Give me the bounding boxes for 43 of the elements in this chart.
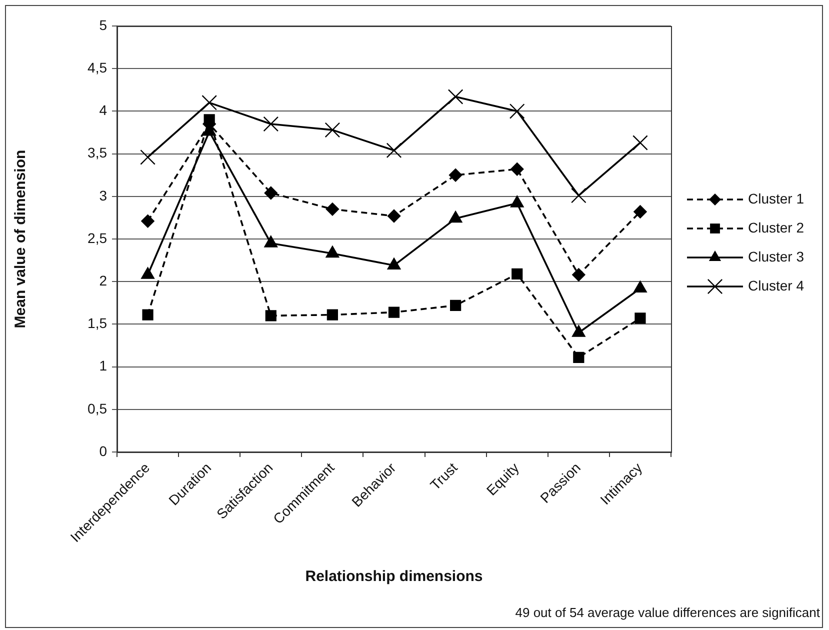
legend-label: Cluster 4 — [748, 277, 804, 294]
point — [632, 135, 648, 150]
legend-label: Cluster 1 — [748, 190, 804, 206]
point — [264, 186, 278, 200]
point — [448, 168, 462, 182]
point — [324, 122, 340, 138]
point — [572, 268, 586, 282]
point — [326, 202, 340, 216]
y-tick-label: 2 — [99, 272, 108, 288]
x-axis-title: Relationship dimensions — [305, 568, 483, 586]
point — [326, 309, 338, 320]
point — [570, 188, 586, 204]
y-tick-label: 2,5 — [88, 230, 108, 246]
point — [386, 142, 402, 158]
point — [512, 268, 523, 280]
y-tick-label: 3,5 — [88, 144, 108, 161]
point — [265, 310, 276, 322]
point — [510, 162, 524, 176]
point — [140, 150, 156, 165]
point — [448, 89, 464, 104]
point — [202, 95, 218, 110]
point — [634, 312, 646, 324]
y-tick-label: 1 — [99, 358, 108, 374]
point — [263, 116, 279, 132]
y-tick-label: 1,5 — [88, 315, 108, 332]
point — [450, 300, 462, 312]
point — [509, 104, 525, 119]
point — [634, 205, 647, 218]
y-tick-label: 4 — [99, 102, 108, 118]
y-tick-label: 0 — [99, 442, 108, 459]
y-tick-label: 5 — [99, 16, 108, 33]
point — [388, 306, 400, 318]
point — [142, 309, 154, 320]
point — [573, 352, 584, 363]
legend-label: Cluster 3 — [748, 248, 804, 264]
text: 49 out of 54 average value differences are significant — [515, 605, 820, 620]
legend-label: Cluster 2 — [748, 219, 804, 236]
y-tick-label: 3 — [99, 187, 108, 204]
y-tick-label: 4,5 — [88, 59, 108, 76]
y-axis-title: Mean value of dimension — [12, 150, 30, 328]
y-tick-label: 0,5 — [88, 400, 108, 416]
point — [141, 214, 154, 228]
point — [387, 209, 401, 223]
